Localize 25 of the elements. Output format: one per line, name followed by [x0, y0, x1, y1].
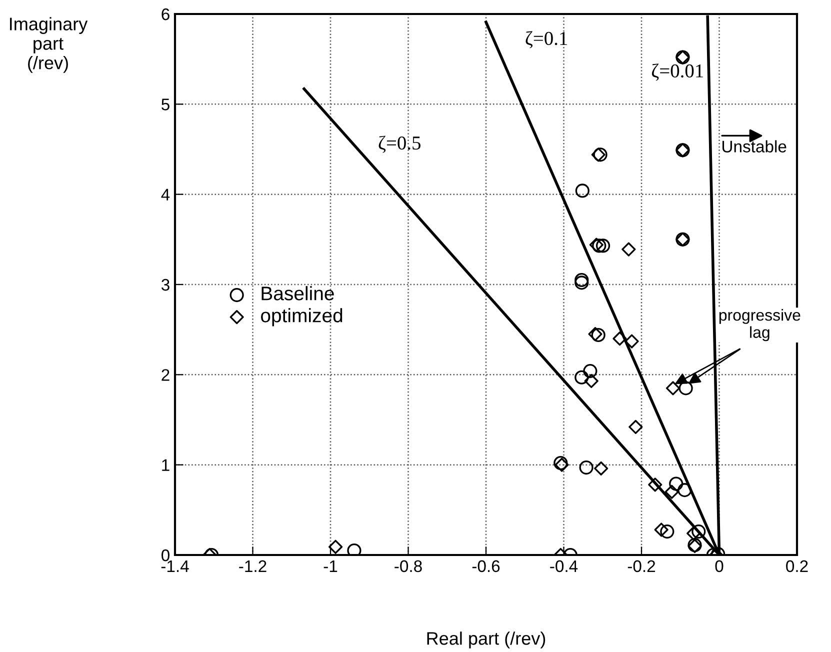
series-label: ζ=0.5	[378, 136, 420, 153]
y-tick-label: 2	[162, 369, 170, 381]
x-tick-label: -0.4	[550, 560, 578, 572]
x-tick-label: -0.8	[394, 560, 422, 572]
legend-label: optimized	[260, 308, 342, 326]
y-tick-label: 5	[162, 98, 170, 110]
x-tick-label: 0	[715, 560, 724, 572]
y-tick-label: 1	[162, 459, 170, 471]
legend-label: Baseline	[262, 286, 334, 300]
x-tick-label: 0.2	[786, 560, 808, 572]
x-tick-label: -1.4	[161, 560, 189, 572]
y-tick-label: 0	[162, 549, 170, 562]
x-tick-label: -0.6	[472, 560, 500, 572]
x-tick-label: -1.2	[239, 560, 266, 572]
x-axis-title: Real part (/rev)	[427, 632, 546, 648]
series-label: ζ=0.1	[526, 31, 568, 48]
x-tick-label: -0.2	[628, 560, 656, 572]
series-label: ζ=0.01	[652, 64, 703, 81]
y-tick-label: 3	[162, 278, 170, 291]
annotation: progressive lag	[719, 309, 800, 342]
annotation: Unstable	[722, 140, 786, 152]
x-tick-label: -1	[324, 560, 338, 572]
y-tick-label: 4	[161, 188, 170, 200]
y-axis-title: Imaginary part (/rev)	[10, 17, 88, 73]
y-tick-label: 6	[162, 8, 170, 20]
